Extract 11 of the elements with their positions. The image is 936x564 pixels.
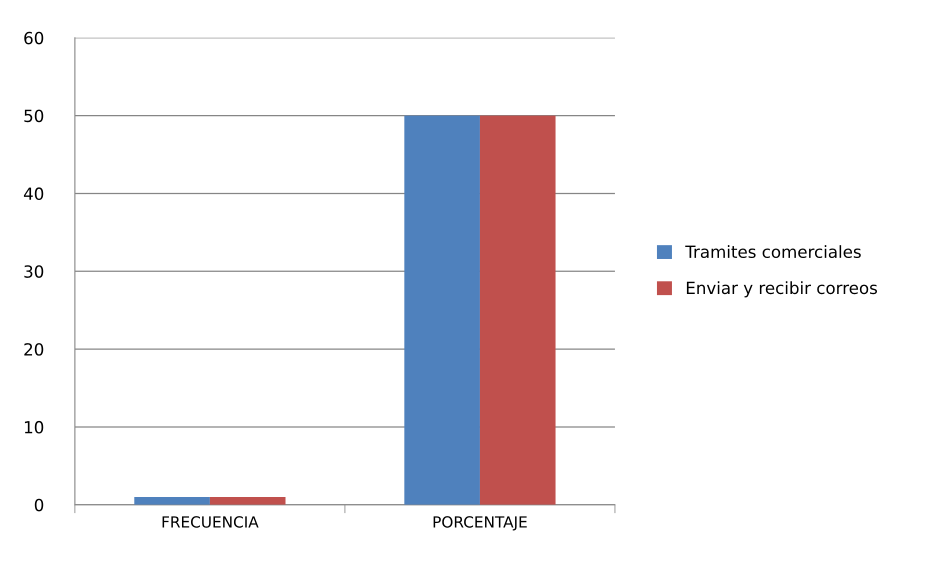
y-tick-label: 40	[24, 187, 44, 200]
y-tick-label: 30	[24, 265, 44, 278]
x-tick-label: FRECUENCIA	[162, 516, 259, 528]
y-tick-label: 10	[24, 420, 44, 434]
y-tick-label: 50	[24, 110, 44, 122]
legend-label: Tramites comerciales	[685, 245, 861, 258]
y-tick-label: 0	[34, 498, 44, 512]
y-tick-label: 60	[24, 32, 44, 44]
legend-label: Enviar y recibir correos	[686, 281, 878, 298]
x-tick-label: PORCENTAJE	[434, 516, 527, 531]
y-tick-label: 20	[24, 343, 44, 356]
